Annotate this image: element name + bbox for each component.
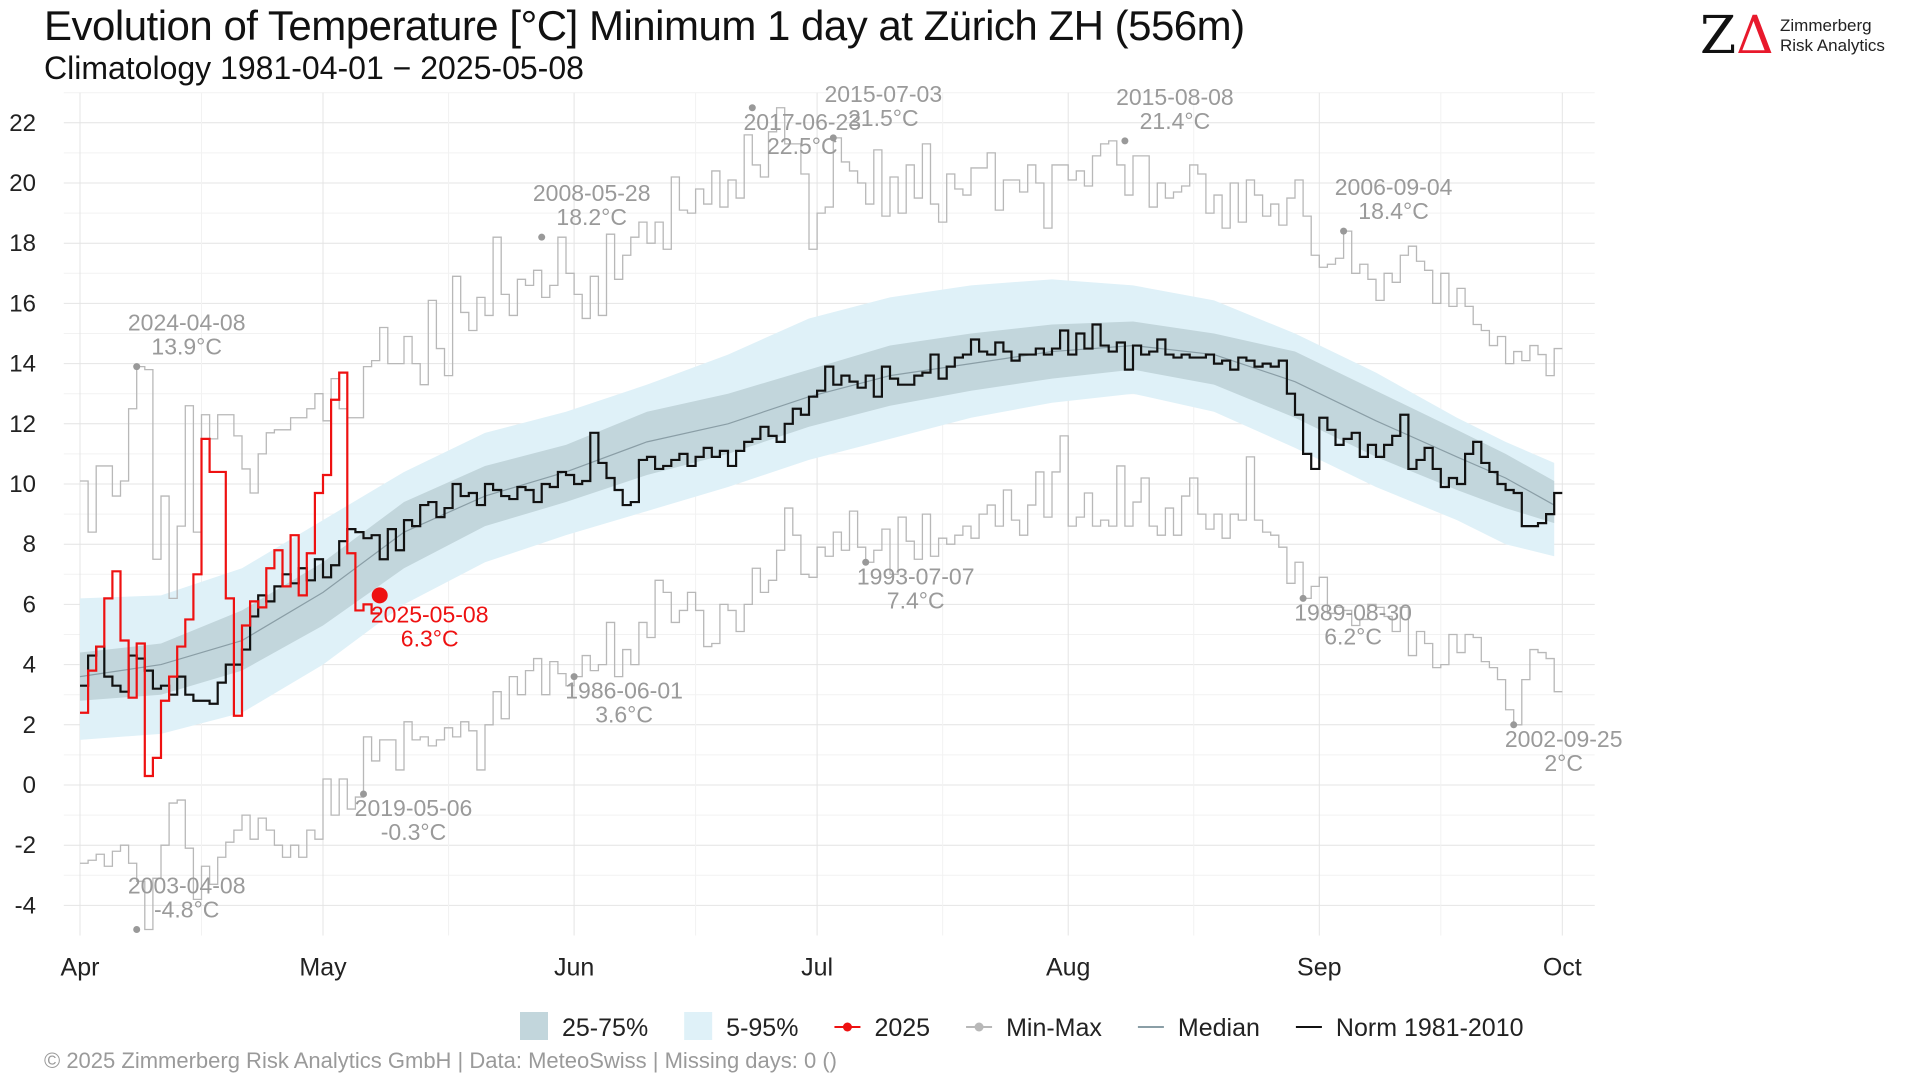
chart-subtitle: Climatology 1981-04-01 − 2025-05-08 (44, 50, 584, 86)
annotation-point (133, 363, 141, 371)
x-tick-label: Oct (1543, 954, 1582, 982)
annotation-date: 2019-05-06 (355, 795, 473, 821)
annotation-value: 21.5°C (848, 105, 919, 131)
annotation-value: -4.8°C (154, 896, 219, 922)
legend-label: Median (1178, 1014, 1260, 1042)
annotation-value: 7.4°C (887, 587, 945, 613)
annotation-point (360, 790, 367, 798)
legend-swatch (684, 1012, 713, 1040)
annotation-point (862, 558, 870, 566)
current-2025-point (371, 587, 388, 604)
legend-swatch-dot (842, 1022, 852, 1032)
annotation-date: 2008-05-28 (533, 180, 651, 206)
annotation-value: 18.4°C (1358, 198, 1429, 224)
footer-credit: © 2025 Zimmerberg Risk Analytics GmbH | … (44, 1048, 837, 1073)
series-line-2025 (80, 371, 380, 778)
legend-label: 5-95% (726, 1014, 798, 1042)
annotation-value: -0.3°C (381, 819, 446, 845)
y-axis: -4 -2 0 2 4 6 8 10 12 14 16 18 20 22 (9, 110, 36, 920)
band-5-95pct (80, 279, 1555, 740)
annotation-point (1299, 594, 1307, 602)
y-tick-label: 10 (9, 471, 36, 498)
y-tick-label: 6 (23, 591, 36, 618)
y-tick-label: 20 (9, 170, 36, 197)
annotation-point (1121, 137, 1129, 145)
y-tick-label: -4 (15, 892, 36, 919)
x-tick-label: May (299, 954, 347, 982)
annotation-date: 2015-07-03 (824, 81, 942, 107)
annotation-point (748, 104, 756, 112)
annotation-date: 1989-08-30 (1294, 599, 1412, 625)
x-tick-label: Jul (801, 954, 833, 982)
y-tick-label: 12 (9, 411, 36, 438)
y-tick-label: -2 (15, 832, 36, 859)
y-tick-label: 22 (9, 110, 36, 137)
annotation-point (1510, 721, 1518, 729)
legend-label: Norm 1981-2010 (1336, 1014, 1524, 1042)
x-axis: Apr May Jun Jul Aug Sep Oct (61, 954, 1582, 982)
legend-label: 25-75% (562, 1014, 648, 1042)
x-tick-label: Sep (1297, 954, 1341, 982)
annotation-point (1340, 227, 1348, 235)
annotation-value: 13.9°C (151, 334, 222, 360)
annotation-value: 21.4°C (1140, 108, 1211, 134)
x-tick-label: Aug (1046, 954, 1090, 982)
annotation-value: 3.6°C (595, 702, 653, 728)
y-tick-label: 18 (9, 230, 36, 257)
annotation-value: 2°C (1544, 750, 1583, 776)
x-tick-label: Jun (554, 954, 594, 982)
annotation-date: 2015-08-08 (1116, 84, 1234, 110)
annotation-value: 18.2°C (556, 204, 627, 230)
current-2025-date: 2025-05-08 (371, 601, 489, 627)
company-logo: ZΔ Zimmerberg Risk Analytics (1700, 8, 1900, 64)
series-line-median (79, 344, 1555, 678)
current-2025-value: 6.3°C (401, 625, 459, 651)
y-tick-label: 0 (23, 772, 36, 799)
annotation-value: 22.5°C (767, 133, 838, 159)
logo-line-1: Zimmerberg (1780, 16, 1872, 35)
series-lines (79, 107, 1563, 931)
annotation-point (538, 233, 546, 241)
annotation-date: 2006-09-04 (1335, 174, 1453, 200)
y-tick-label: 2 (23, 712, 36, 739)
y-tick-label: 4 (23, 652, 36, 679)
y-tick-label: 16 (9, 290, 36, 317)
legend-label: Min-Max (1006, 1014, 1102, 1042)
annotation-point (133, 925, 141, 933)
legend-label: 2025 (874, 1014, 930, 1042)
logo-text: Zimmerberg Risk Analytics (1780, 16, 1885, 56)
y-tick-label: 14 (9, 351, 36, 378)
series-line-min (80, 435, 1563, 931)
annotation-date: 2024-04-08 (128, 310, 246, 336)
annotation-point (829, 134, 837, 142)
annotation-date: 2003-04-08 (128, 872, 246, 898)
annotation-value: 6.2°C (1324, 623, 1382, 649)
annotation-date: 2017-06-23 (743, 109, 861, 135)
annotation-point (570, 673, 578, 681)
annotation-date: 1986-06-01 (565, 678, 683, 704)
legend-swatch (520, 1012, 548, 1040)
legend: 25-75% 5-95% 2025 Min-Max Median Norm 1981-20… (520, 1012, 1524, 1042)
x-tick-label: Apr (61, 954, 100, 982)
legend-swatch-dot (974, 1022, 984, 1032)
logo-line-2: Risk Analytics (1780, 36, 1885, 55)
annotation-date: 1993-07-07 (857, 563, 975, 589)
series-line-norm-1981-2010 (80, 323, 1563, 705)
logo-mark-icon: ZΔ (1700, 6, 1774, 66)
y-tick-label: 8 (23, 531, 36, 558)
chart-title: Evolution of Temperature [°C] Minimum 1 … (44, 2, 1245, 49)
annotation-date: 2002-09-25 (1505, 726, 1623, 752)
